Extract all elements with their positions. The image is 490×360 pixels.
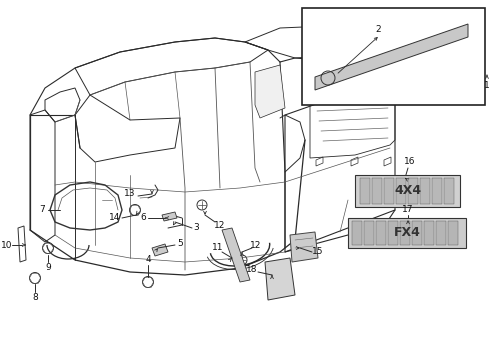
Text: 12: 12 <box>250 240 262 249</box>
Text: 17: 17 <box>402 206 414 215</box>
Polygon shape <box>396 178 406 204</box>
Polygon shape <box>424 221 434 245</box>
Text: 8: 8 <box>32 293 38 302</box>
Bar <box>302 8 485 105</box>
Text: 12: 12 <box>214 220 226 230</box>
Text: 1: 1 <box>484 81 490 90</box>
Text: 18: 18 <box>246 266 258 274</box>
Text: 7: 7 <box>39 206 45 215</box>
Text: 15: 15 <box>312 248 324 256</box>
Text: 4X4: 4X4 <box>394 184 421 198</box>
Polygon shape <box>255 65 285 118</box>
Polygon shape <box>355 175 460 207</box>
Text: 4: 4 <box>145 256 151 265</box>
Polygon shape <box>436 221 446 245</box>
Polygon shape <box>162 212 177 221</box>
Polygon shape <box>420 178 430 204</box>
Polygon shape <box>388 221 398 245</box>
Text: FX4: FX4 <box>393 226 420 239</box>
Text: 3: 3 <box>193 224 199 233</box>
Polygon shape <box>400 221 410 245</box>
Text: 2: 2 <box>375 26 381 35</box>
Text: 16: 16 <box>404 158 416 166</box>
Polygon shape <box>432 178 442 204</box>
Polygon shape <box>315 24 468 90</box>
Polygon shape <box>360 178 370 204</box>
Polygon shape <box>290 232 318 262</box>
Polygon shape <box>364 221 374 245</box>
Text: 14: 14 <box>109 213 121 222</box>
Text: 6: 6 <box>140 213 146 222</box>
Polygon shape <box>384 178 394 204</box>
Polygon shape <box>372 178 382 204</box>
Polygon shape <box>222 228 250 282</box>
Text: 11: 11 <box>212 243 224 252</box>
Polygon shape <box>352 221 362 245</box>
Polygon shape <box>444 178 454 204</box>
Text: 13: 13 <box>124 189 136 198</box>
Text: 10: 10 <box>1 240 13 249</box>
Polygon shape <box>448 221 458 245</box>
Polygon shape <box>348 218 466 248</box>
Polygon shape <box>376 221 386 245</box>
Text: 5: 5 <box>177 239 183 248</box>
Polygon shape <box>152 244 168 256</box>
Polygon shape <box>408 178 418 204</box>
Polygon shape <box>265 258 295 300</box>
Text: 9: 9 <box>45 264 51 273</box>
Polygon shape <box>412 221 422 245</box>
